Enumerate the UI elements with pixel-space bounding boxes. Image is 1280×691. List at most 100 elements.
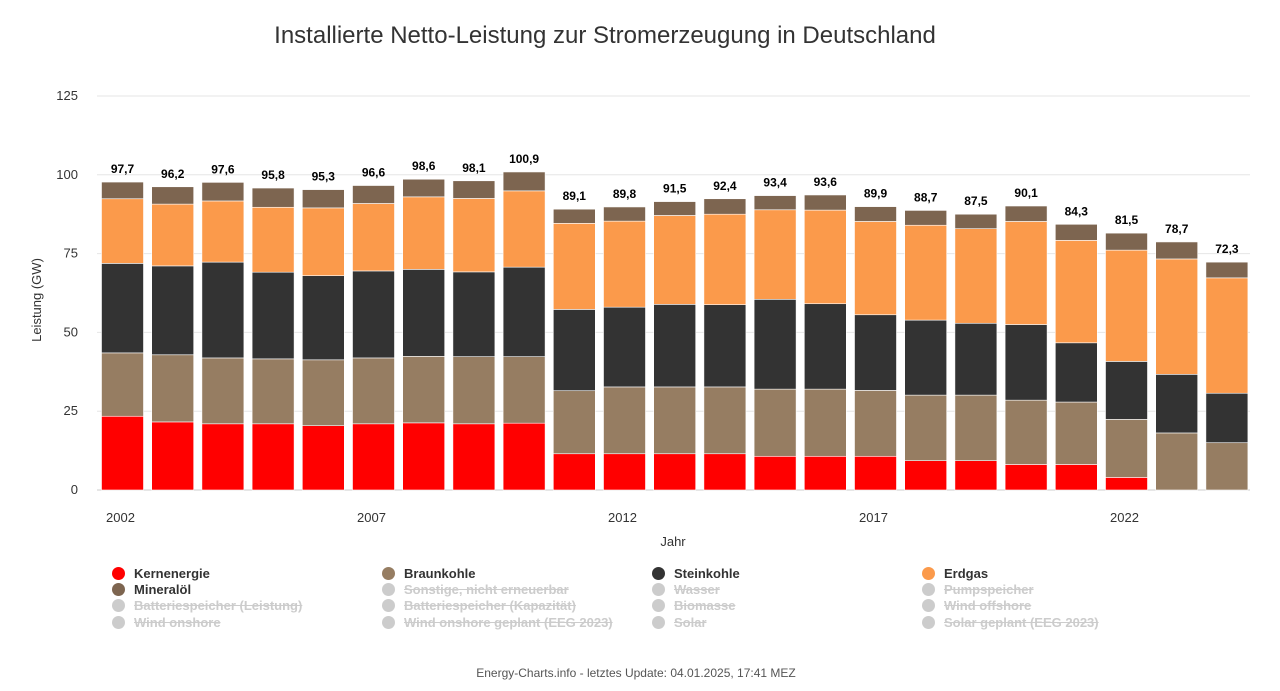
bar-segment[interactable] [753,388,797,457]
bar-segment[interactable] [402,196,446,270]
bar-segment[interactable] [1155,258,1198,375]
bar-segment[interactable] [201,423,245,491]
bar-segment[interactable] [101,415,144,491]
bar-segment[interactable] [753,455,797,491]
bar-segment[interactable] [552,390,596,455]
bar-segment[interactable] [301,189,345,209]
bar-segment[interactable] [352,270,395,359]
bar-segment[interactable] [904,460,948,491]
bar-segment[interactable] [854,314,897,391]
bar-segment[interactable] [703,198,747,215]
bar-segment[interactable] [653,215,697,305]
bar-segment[interactable] [1105,477,1148,491]
legend-item[interactable]: Kernenergie [112,565,382,581]
bar-segment[interactable] [251,358,295,425]
bar-segment[interactable] [251,206,295,273]
bar-segment[interactable] [854,455,897,491]
legend-item[interactable]: Wind onshore geplant (EEG 2023) [382,614,652,630]
bar-segment[interactable] [1055,401,1098,465]
bar-segment[interactable] [1205,442,1249,491]
bar-segment[interactable] [552,208,596,224]
bar-segment[interactable] [753,209,797,300]
bar-segment[interactable] [101,181,144,200]
legend-item[interactable]: Sonstige, nicht erneuerbar [382,581,652,597]
bar-segment[interactable] [703,213,747,305]
bar-segment[interactable] [201,200,245,263]
bar-segment[interactable] [603,386,646,455]
legend-item[interactable]: Batteriespeicher (Kapazität) [382,598,652,614]
bar-segment[interactable] [703,453,747,491]
bar-segment[interactable] [904,319,948,396]
bar-segment[interactable] [653,386,697,455]
bar-segment[interactable] [803,388,847,457]
bar-segment[interactable] [151,265,194,356]
bar-segment[interactable] [753,299,797,390]
legend-item[interactable]: Pumpspeicher [922,581,1192,597]
bar-segment[interactable] [854,390,897,457]
bar-segment[interactable] [452,198,496,273]
bar-segment[interactable] [1004,399,1048,465]
bar-segment[interactable] [251,271,295,360]
bar-segment[interactable] [301,275,345,361]
bar-segment[interactable] [352,185,395,204]
bar-segment[interactable] [552,453,596,491]
legend-item[interactable]: Wasser [652,581,922,597]
bar-segment[interactable] [653,453,697,491]
bar-segment[interactable] [954,460,998,491]
bar-segment[interactable] [552,309,596,392]
legend-item[interactable]: Solar [652,614,922,630]
bar-segment[interactable] [803,303,847,390]
bar-segment[interactable] [1155,241,1198,260]
bar-segment[interactable] [502,171,546,192]
bar-segment[interactable] [954,394,998,461]
bar-segment[interactable] [1055,464,1098,491]
legend-item[interactable]: Steinkohle [652,565,922,581]
bar-segment[interactable] [1004,205,1048,222]
bar-segment[interactable] [603,306,646,388]
bar-segment[interactable] [803,194,847,211]
bar-segment[interactable] [904,224,948,321]
bar-segment[interactable] [954,213,998,229]
bar-segment[interactable] [452,356,496,425]
legend-item[interactable]: Braunkohle [382,565,652,581]
bar-segment[interactable] [1205,277,1249,394]
bar-segment[interactable] [1004,324,1048,401]
bar-segment[interactable] [753,195,797,211]
bar-segment[interactable] [151,421,194,491]
bar-segment[interactable] [954,322,998,396]
bar-segment[interactable] [1105,419,1148,478]
bar-segment[interactable] [1004,464,1048,491]
bar-segment[interactable] [402,422,446,491]
bar-segment[interactable] [1105,249,1148,362]
bar-segment[interactable] [352,357,395,425]
legend-item[interactable]: Wind onshore [112,614,382,630]
bar-segment[interactable] [452,271,496,357]
bar-segment[interactable] [1205,261,1249,279]
bar-segment[interactable] [452,180,496,199]
bar-segment[interactable] [101,352,144,417]
bar-segment[interactable] [251,187,295,208]
bar-segment[interactable] [653,201,697,216]
bar-segment[interactable] [904,394,948,461]
bar-segment[interactable] [352,203,395,272]
bar-segment[interactable] [151,186,194,205]
bar-segment[interactable] [301,207,345,276]
bar-segment[interactable] [854,206,897,222]
bar-segment[interactable] [603,453,646,491]
bar-segment[interactable] [803,209,847,305]
bar-segment[interactable] [803,455,847,491]
bar-segment[interactable] [502,356,546,424]
bar-segment[interactable] [251,423,295,491]
bar-segment[interactable] [402,356,446,424]
bar-segment[interactable] [301,425,345,491]
bar-segment[interactable] [1155,374,1198,434]
bar-segment[interactable] [1105,232,1148,251]
bar-segment[interactable] [1205,392,1249,444]
bar-segment[interactable] [1155,432,1198,491]
legend-item[interactable]: Biomasse [652,598,922,614]
legend-item[interactable]: Batteriespeicher (Leistung) [112,598,382,614]
bar-segment[interactable] [854,221,897,316]
bar-segment[interactable] [151,354,194,423]
bar-segment[interactable] [201,357,245,425]
bar-segment[interactable] [101,198,144,264]
